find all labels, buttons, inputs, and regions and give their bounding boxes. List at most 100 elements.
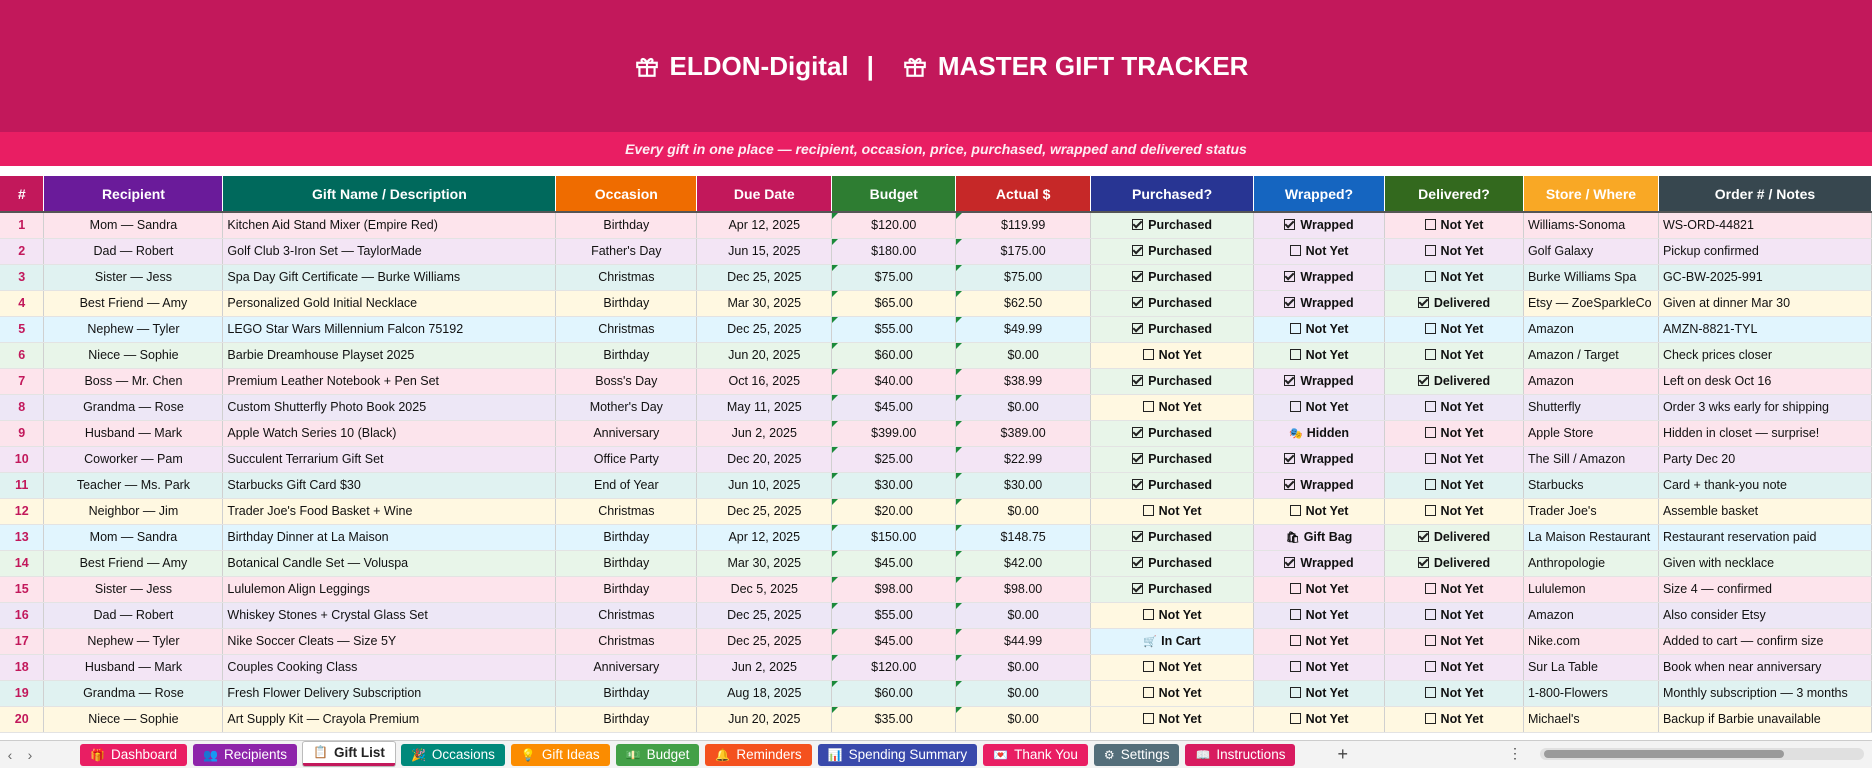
occasion-cell[interactable]: Boss's Day	[555, 368, 698, 395]
horizontal-scrollbar[interactable]	[1540, 748, 1864, 760]
row-number[interactable]: 19	[0, 680, 45, 707]
budget-cell[interactable]: $30.00	[831, 472, 957, 499]
store-cell[interactable]: Amazon	[1523, 368, 1659, 395]
notes-cell[interactable]: Left on desk Oct 16	[1658, 368, 1872, 395]
due-date-cell[interactable]: Dec 25, 2025	[696, 264, 833, 291]
checked-box-icon[interactable]	[1284, 375, 1296, 386]
notes-cell[interactable]: Card + thank-you note	[1658, 472, 1872, 499]
due-date-cell[interactable]: May 11, 2025	[696, 394, 833, 421]
actual-cell[interactable]: $175.00	[955, 238, 1092, 265]
delivered-cell[interactable]: Not Yet	[1384, 264, 1524, 291]
wrapped-cell[interactable]: Not Yet	[1253, 680, 1385, 707]
recipient-cell[interactable]: Nephew — Tyler	[43, 316, 224, 343]
budget-cell[interactable]: $120.00	[831, 212, 957, 239]
wrapped-cell[interactable]: Wrapped	[1253, 472, 1385, 499]
tab-gift-ideas[interactable]: 💡 Gift Ideas	[510, 743, 610, 766]
recipient-cell[interactable]: Dad — Robert	[43, 238, 224, 265]
unchecked-box-icon[interactable]	[1424, 349, 1436, 360]
checked-box-icon[interactable]	[1132, 271, 1144, 282]
occasion-cell[interactable]: Christmas	[555, 602, 698, 629]
store-cell[interactable]: The Sill / Amazon	[1523, 446, 1659, 473]
unchecked-box-icon[interactable]	[1289, 635, 1301, 646]
delivered-cell[interactable]: Not Yet	[1384, 628, 1524, 655]
row-number[interactable]: 1	[0, 212, 45, 239]
due-date-cell[interactable]: Aug 18, 2025	[696, 680, 833, 707]
tab-thank-you[interactable]: 💌 Thank You	[983, 743, 1088, 766]
row-number[interactable]: 3	[0, 264, 45, 291]
actual-cell[interactable]: $119.99	[955, 212, 1092, 239]
due-date-cell[interactable]: Jun 20, 2025	[696, 706, 833, 733]
due-date-cell[interactable]: Dec 25, 2025	[696, 498, 833, 525]
notes-cell[interactable]: Given at dinner Mar 30	[1658, 290, 1872, 317]
purchased-cell[interactable]: Purchased	[1090, 524, 1255, 551]
delivered-cell[interactable]: Delivered	[1384, 550, 1524, 577]
actual-cell[interactable]: $0.00	[955, 498, 1092, 525]
unchecked-box-icon[interactable]	[1424, 271, 1436, 282]
checked-box-icon[interactable]	[1284, 297, 1296, 308]
delivered-cell[interactable]: Not Yet	[1384, 576, 1524, 603]
unchecked-box-icon[interactable]	[1289, 687, 1301, 698]
occasion-cell[interactable]: Birthday	[555, 342, 698, 369]
wrapped-cell[interactable]: 🛍 Gift Bag	[1253, 524, 1385, 551]
occasion-cell[interactable]: Birthday	[555, 550, 698, 577]
checked-box-icon[interactable]	[1132, 297, 1144, 308]
purchased-cell[interactable]: Not Yet	[1090, 706, 1255, 733]
unchecked-box-icon[interactable]	[1289, 401, 1301, 412]
occasion-cell[interactable]: End of Year	[555, 472, 698, 499]
recipient-cell[interactable]: Teacher — Ms. Park	[43, 472, 224, 499]
store-cell[interactable]: Etsy — ZoeSparkleCo	[1523, 290, 1659, 317]
actual-cell[interactable]: $22.99	[955, 446, 1092, 473]
due-date-cell[interactable]: Apr 12, 2025	[696, 524, 833, 551]
actual-cell[interactable]: $44.99	[955, 628, 1092, 655]
recipient-cell[interactable]: Grandma — Rose	[43, 394, 224, 421]
occasion-cell[interactable]: Anniversary	[555, 654, 698, 681]
notes-cell[interactable]: Size 4 — confirmed	[1658, 576, 1872, 603]
checked-box-icon[interactable]	[1417, 375, 1429, 386]
store-cell[interactable]: Michael's	[1523, 706, 1659, 733]
store-cell[interactable]: Lululemon	[1523, 576, 1659, 603]
gift-cell[interactable]: Spa Day Gift Certificate — Burke William…	[222, 264, 557, 291]
budget-cell[interactable]: $180.00	[831, 238, 957, 265]
unchecked-box-icon[interactable]	[1142, 609, 1154, 620]
delivered-cell[interactable]: Not Yet	[1384, 394, 1524, 421]
tab-spending-summary[interactable]: 📊 Spending Summary	[817, 743, 978, 766]
purchased-cell[interactable]: Not Yet	[1090, 654, 1255, 681]
wrapped-cell[interactable]: Wrapped	[1253, 550, 1385, 577]
purchased-cell[interactable]: Purchased	[1090, 368, 1255, 395]
purchased-cell[interactable]: Purchased	[1090, 238, 1255, 265]
budget-cell[interactable]: $399.00	[831, 420, 957, 447]
actual-cell[interactable]: $0.00	[955, 342, 1092, 369]
store-cell[interactable]: Amazon / Target	[1523, 342, 1659, 369]
checked-box-icon[interactable]	[1132, 245, 1144, 256]
notes-cell[interactable]: AMZN-8821-TYL	[1658, 316, 1872, 343]
store-cell[interactable]: Starbucks	[1523, 472, 1659, 499]
next-sheet-icon[interactable]: ›	[27, 746, 33, 763]
recipient-cell[interactable]: Best Friend — Amy	[43, 290, 224, 317]
purchased-cell[interactable]: Purchased	[1090, 550, 1255, 577]
wrapped-cell[interactable]: Wrapped	[1253, 446, 1385, 473]
gift-cell[interactable]: Lululemon Align Leggings	[222, 576, 557, 603]
store-cell[interactable]: Apple Store	[1523, 420, 1659, 447]
notes-cell[interactable]: Restaurant reservation paid	[1658, 524, 1872, 551]
unchecked-box-icon[interactable]	[1289, 713, 1301, 724]
occasion-cell[interactable]: Birthday	[555, 524, 698, 551]
header-col-recipient[interactable]: Recipient	[43, 176, 224, 213]
more-options-icon[interactable]: ⋮	[1508, 745, 1522, 761]
store-cell[interactable]: Nike.com	[1523, 628, 1659, 655]
store-cell[interactable]: La Maison Restaurant	[1523, 524, 1659, 551]
actual-cell[interactable]: $49.99	[955, 316, 1092, 343]
unchecked-box-icon[interactable]	[1424, 505, 1436, 516]
unchecked-box-icon[interactable]	[1289, 349, 1301, 360]
delivered-cell[interactable]: Not Yet	[1384, 602, 1524, 629]
due-date-cell[interactable]: Dec 25, 2025	[696, 602, 833, 629]
unchecked-box-icon[interactable]	[1424, 453, 1436, 464]
unchecked-box-icon[interactable]	[1424, 583, 1436, 594]
due-date-cell[interactable]: Oct 16, 2025	[696, 368, 833, 395]
purchased-cell[interactable]: Purchased	[1090, 290, 1255, 317]
due-date-cell[interactable]: Dec 25, 2025	[696, 628, 833, 655]
gift-cell[interactable]: Botanical Candle Set — Voluspa	[222, 550, 557, 577]
row-number[interactable]: 9	[0, 420, 45, 447]
actual-cell[interactable]: $38.99	[955, 368, 1092, 395]
unchecked-box-icon[interactable]	[1142, 401, 1154, 412]
budget-cell[interactable]: $40.00	[831, 368, 957, 395]
